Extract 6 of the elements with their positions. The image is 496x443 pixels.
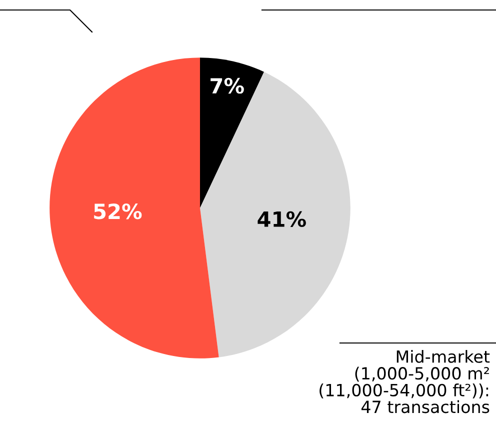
slice-label: Mid-market (1,000-5,000 m² (11,000-54,000 ft²)): 47 transactions (320, 350, 490, 414)
pie-slice (200, 72, 350, 358)
data-label: 41% (258, 211, 306, 227)
data-label: 52% (94, 203, 142, 220)
pie-slice (200, 58, 264, 208)
data-label: 7% (210, 78, 244, 94)
